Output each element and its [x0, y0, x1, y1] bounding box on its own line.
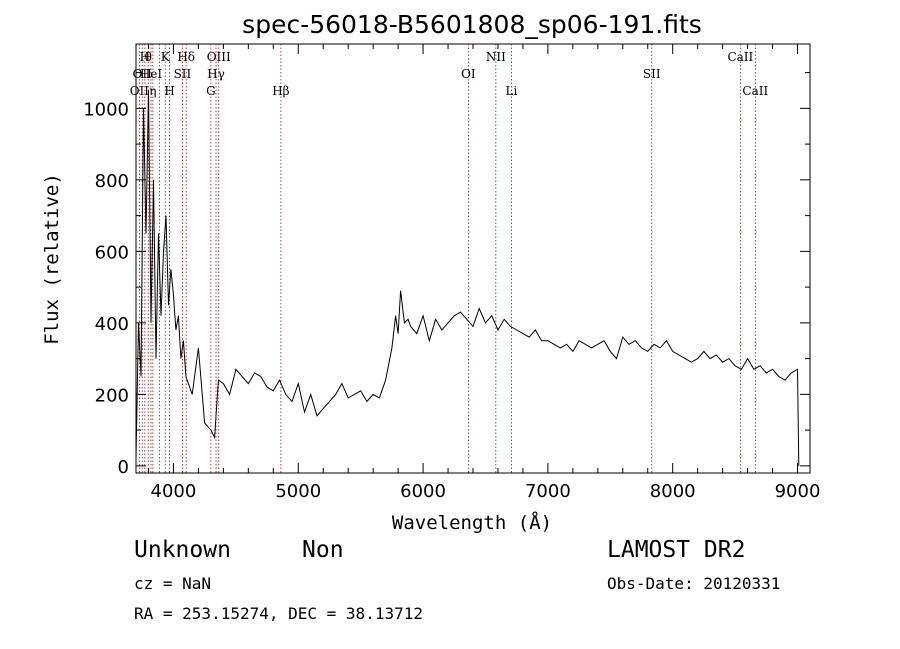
y-tick-label: 1000 [83, 99, 129, 120]
x-axis-title: Wavelength (Å) [392, 511, 552, 534]
spectral-line-label: G [206, 84, 216, 98]
spectral-line-label: K [161, 50, 171, 64]
y-tick-label: 800 [95, 171, 129, 192]
spectral-line-label: Li [506, 84, 518, 98]
y-tick-label: 200 [95, 385, 129, 406]
x-tick-label: 4000 [151, 481, 197, 502]
chart-title: spec-56018-B5601808_sp06-191.fits [242, 10, 702, 39]
spectral-line-markers: OIIOIIHθHeIηKHSIIHδGHγOIIIHβOINIILiSIICa… [130, 44, 768, 473]
spectral-line-label: H [164, 84, 174, 98]
object-class: Unknown [134, 537, 231, 563]
spectral-line-label: OII [133, 67, 153, 81]
spectral-line-label: H [140, 50, 150, 64]
coordinates: RA = 253.15274, DEC = 38.13712 [134, 604, 423, 623]
spectral-line-label: θ [145, 50, 152, 64]
x-tick-label: 6000 [400, 481, 446, 502]
x-tick-label: 5000 [275, 481, 321, 502]
spectral-line-label: CaII [727, 50, 753, 64]
spectral-line-label: OII [130, 84, 150, 98]
obs-date: Obs-Date: 20120331 [607, 574, 781, 593]
spectral-line-label: HeI [140, 67, 163, 81]
y-tick-label: 400 [95, 314, 129, 335]
spectral-line-label: η [149, 84, 156, 98]
spectral-line-label: Hδ [177, 50, 195, 64]
plot-frame [135, 43, 811, 474]
spectral-line-label: Hβ [272, 84, 289, 98]
spectral-line-label: SII [174, 67, 192, 81]
x-tick-label: 7000 [525, 481, 571, 502]
y-tick-label: 0 [118, 457, 129, 478]
spectral-line-label: Hγ [207, 67, 225, 81]
spectral-line-label: SII [643, 67, 661, 81]
spectral-line-label: OI [461, 67, 476, 81]
y-axis-title: Flux (relative) [41, 173, 63, 345]
axis-ticks: 4000 5000 6000 7000 8000 9000 0 200 400 600 800 100… [83, 44, 820, 502]
spectral-line-label: NII [486, 50, 506, 64]
survey-name: LAMOST DR2 [607, 537, 746, 563]
object-subclass: Non [302, 537, 344, 563]
y-tick-label: 600 [95, 242, 129, 263]
x-tick-label: 8000 [650, 481, 696, 502]
x-tick-label: 9000 [775, 481, 821, 502]
redshift-label: cz = NaN [134, 574, 212, 593]
spectral-line-label: OIII [207, 50, 231, 64]
spectral-line-label: CaII [742, 84, 768, 98]
spectrum-line [135, 90, 800, 466]
